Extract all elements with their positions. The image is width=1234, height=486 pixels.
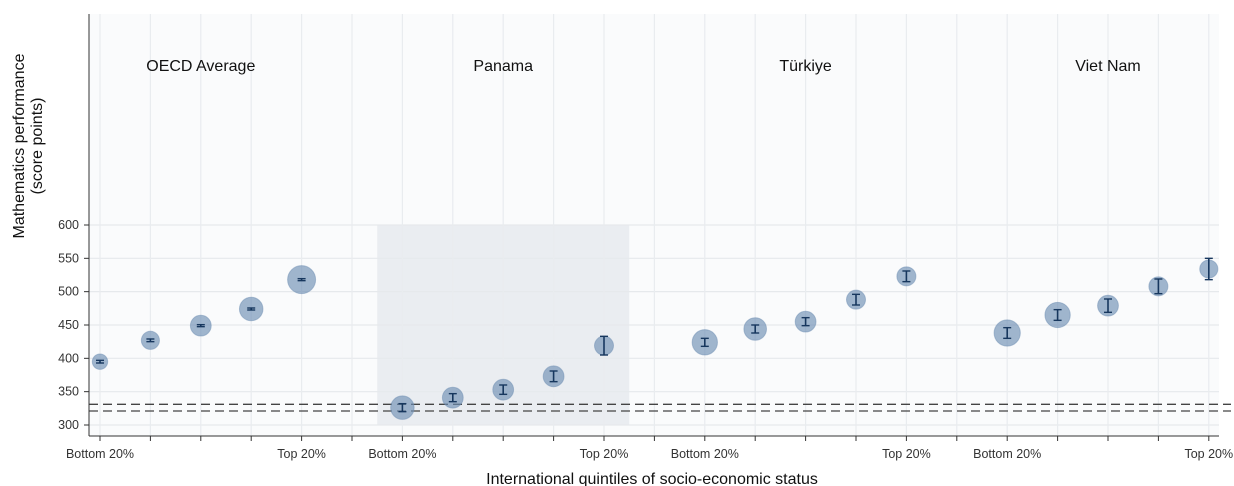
y-tick-label: 350 xyxy=(58,385,79,399)
x-tick-label-top: Top 20% xyxy=(882,447,931,461)
y-tick-label: 300 xyxy=(58,418,79,432)
y-tick-label: 600 xyxy=(58,218,79,232)
x-tick-label-bottom: Bottom 20% xyxy=(66,447,134,461)
y-axis-title-line2: (score points) xyxy=(29,98,46,195)
y-tick-label: 450 xyxy=(58,318,79,332)
x-tick-label-bottom: Bottom 20% xyxy=(973,447,1041,461)
x-tick-label-top: Top 20% xyxy=(1184,447,1233,461)
x-tick-label-top: Top 20% xyxy=(277,447,326,461)
y-tick-label: 400 xyxy=(58,351,79,365)
x-tick-label-bottom: Bottom 20% xyxy=(368,447,436,461)
x-tick-label-top: Top 20% xyxy=(580,447,629,461)
group-label: Viet Nam xyxy=(1075,58,1141,75)
reference-lines xyxy=(89,403,1231,412)
group-label: Panama xyxy=(473,58,533,75)
group-label: Türkiye xyxy=(779,58,832,75)
group-label: OECD Average xyxy=(146,58,255,75)
data-points xyxy=(91,257,1219,420)
x-tick-label-bottom: Bottom 20% xyxy=(671,447,739,461)
y-axis-title-line1: Mathematics performance xyxy=(11,53,28,238)
y-tick-label: 500 xyxy=(58,285,79,299)
group-labels: OECD Average Panama Türkiye Viet Nam xyxy=(146,58,1141,75)
x-axis-title: International quintiles of socio-economi… xyxy=(486,471,818,486)
y-ticks: 300 350 400 450 500 550 600 xyxy=(58,218,89,432)
x-ticks: Bottom 20% Top 20% Bottom 20% Top 20% Bottom… xyxy=(66,436,1233,461)
y-axis-title: Mathematics performance (score points) xyxy=(11,53,46,238)
y-tick-label: 550 xyxy=(58,251,79,265)
